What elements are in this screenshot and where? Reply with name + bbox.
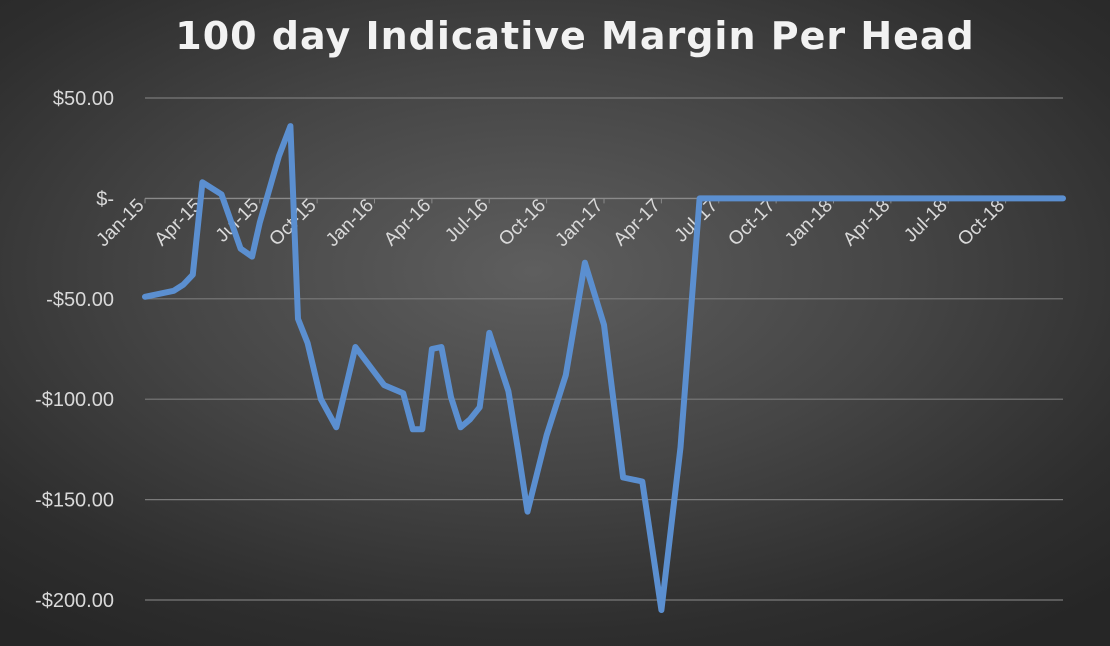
x-tick-label: Apr-17	[610, 195, 665, 250]
y-tick: $50.00	[53, 88, 114, 110]
y-tick-label: -$50.00	[46, 289, 114, 311]
y-tick: -$100.00	[35, 389, 114, 411]
x-tick-label: Jan-16	[322, 195, 378, 251]
y-tick-label: $-	[96, 188, 114, 210]
x-tick-label: Oct-16	[495, 195, 550, 250]
x-tick-label: Jul-18	[900, 195, 951, 246]
y-tick: $-	[96, 188, 114, 210]
x-tick-label: Oct-18	[954, 195, 1009, 250]
x-tick-label: Jan-17	[552, 195, 608, 251]
x-tick: Oct-18	[954, 195, 1009, 250]
y-tick: -$150.00	[35, 490, 114, 512]
x-tick: Oct-17	[724, 195, 779, 250]
x-tick-label: Apr-18	[839, 195, 894, 250]
x-tick: Jan-18	[781, 195, 837, 251]
x-tick-label: Oct-17	[724, 195, 779, 250]
x-tick: Jan-16	[322, 195, 378, 251]
y-tick-label: -$150.00	[35, 490, 114, 512]
x-tick-label: Apr-16	[380, 195, 435, 250]
x-tick: Oct-16	[495, 195, 550, 250]
chart-title: 100 day Indicative Margin Per Head	[175, 14, 975, 58]
y-tick-label: $50.00	[53, 88, 114, 110]
x-tick: Apr-16	[380, 195, 435, 250]
x-tick-label: Jan-18	[781, 195, 837, 251]
y-tick: -$50.00	[46, 289, 114, 311]
x-tick: Apr-18	[839, 195, 894, 250]
x-tick: Jan-17	[552, 195, 608, 251]
y-tick-label: -$100.00	[35, 389, 114, 411]
x-tick: Jul-18	[900, 195, 951, 246]
y-axis-ticks: $50.00 $- -$50.00 -$100.00 -$150.00 -$200.00	[35, 88, 114, 612]
x-tick: Jul-16	[441, 195, 492, 246]
x-tick: Apr-17	[610, 195, 665, 250]
y-tick: -$200.00	[35, 590, 114, 612]
series-layer	[142, 123, 1066, 613]
x-tick-label: Jul-16	[441, 195, 492, 246]
y-tick-label: -$200.00	[35, 590, 114, 612]
series-line	[142, 123, 1066, 613]
